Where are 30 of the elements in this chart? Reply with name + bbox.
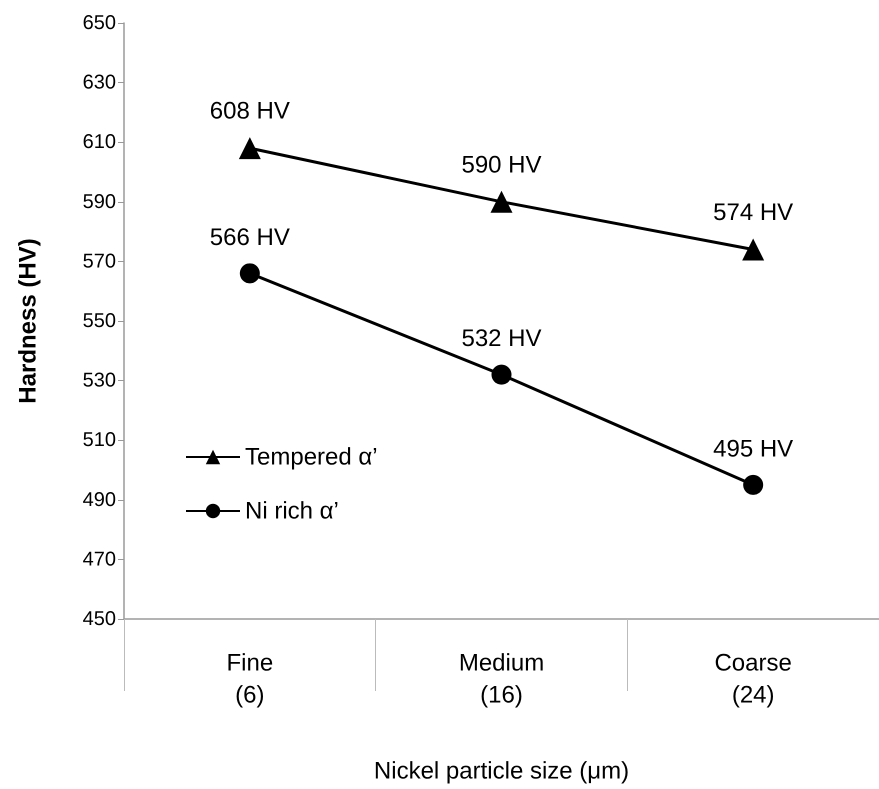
point	[240, 263, 260, 284]
y-tick-label: 470	[82, 548, 116, 570]
x-axis-title: Nickel particle size (μm)	[374, 758, 630, 784]
data-label: 574 HV	[713, 198, 794, 226]
data-label: 532 HV	[461, 325, 542, 352]
y-axis-title: Hardness (HV)	[14, 238, 42, 404]
point	[490, 190, 512, 213]
point	[742, 238, 764, 260]
y-tick-label: 570	[82, 250, 116, 272]
data-label: 590 HV	[461, 151, 542, 178]
point	[492, 364, 512, 385]
legend-label: Tempered α’	[245, 444, 378, 470]
data-label: 495 HV	[713, 435, 794, 462]
data-label: 608 HV	[210, 98, 290, 125]
x-tick-label: Coarse (24)	[714, 650, 792, 708]
y-tick-label: 630	[82, 72, 116, 94]
data-label: 566 HV	[210, 224, 290, 251]
legend-label: Ni rich α’	[245, 498, 339, 524]
point	[743, 474, 764, 495]
x-tick-label: Fine (6)	[226, 650, 274, 708]
y-tick-label: 610	[82, 131, 116, 154]
y-tick-label: 590	[82, 190, 116, 213]
x-tick-label: Medium (16)	[458, 650, 544, 708]
y-tick-label: 510	[82, 429, 116, 452]
y-tick-label: 450	[82, 608, 116, 630]
y-tick-label: 650	[82, 12, 116, 34]
y-tick-label: 550	[82, 310, 116, 332]
y-tick-label: 490	[82, 488, 116, 511]
point	[238, 137, 261, 160]
y-tick-label: 530	[82, 370, 116, 392]
